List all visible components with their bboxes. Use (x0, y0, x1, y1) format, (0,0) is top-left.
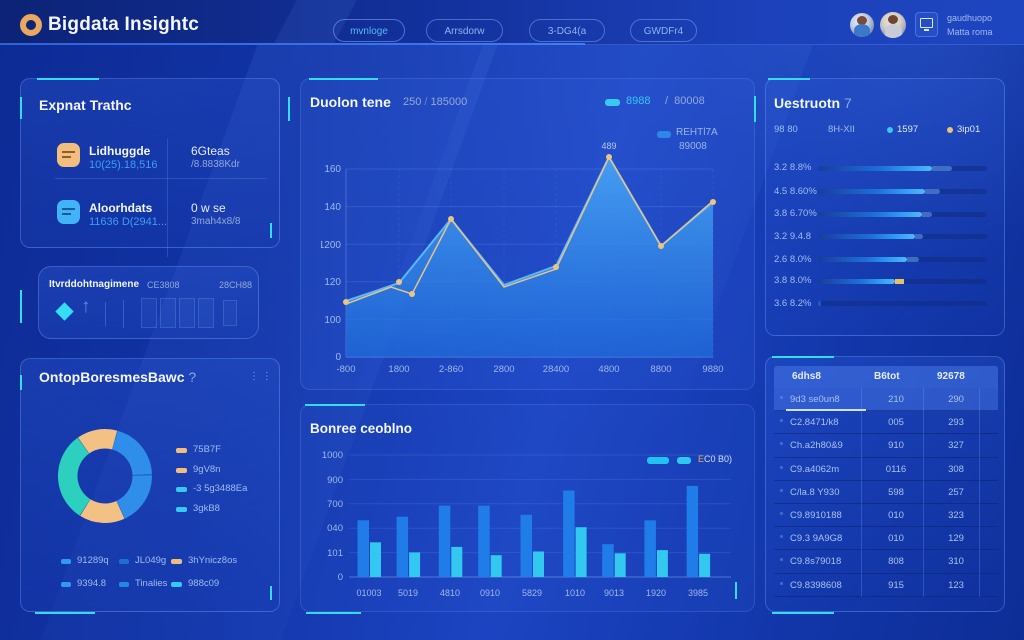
svg-text:160: 160 (324, 164, 341, 175)
svg-text:1000: 1000 (322, 450, 343, 461)
svg-text:1010: 1010 (565, 588, 585, 598)
svg-text:1800: 1800 (388, 364, 409, 375)
svg-text:9013: 9013 (604, 588, 624, 598)
svg-text:900: 900 (327, 475, 343, 486)
svg-text:4800: 4800 (598, 364, 619, 375)
svg-text:5019: 5019 (398, 588, 418, 598)
svg-text:100: 100 (324, 315, 341, 326)
svg-text:4810: 4810 (440, 588, 460, 598)
svg-text:700: 700 (327, 499, 343, 510)
svg-text:040: 040 (327, 523, 343, 534)
svg-text:489: 489 (601, 141, 616, 151)
svg-text:0: 0 (338, 572, 343, 583)
svg-text:101: 101 (327, 548, 343, 559)
svg-text:5829: 5829 (522, 588, 542, 598)
svg-text:3985: 3985 (688, 588, 708, 598)
svg-text:28400: 28400 (543, 364, 569, 375)
svg-text:2-860: 2-860 (439, 364, 463, 375)
svg-text:0: 0 (335, 352, 341, 363)
svg-text:9880: 9880 (702, 364, 723, 375)
svg-text:2800: 2800 (493, 364, 514, 375)
svg-text:-800: -800 (336, 364, 355, 375)
svg-text:140: 140 (324, 202, 341, 213)
svg-text:1200: 1200 (321, 240, 341, 251)
svg-text:0910: 0910 (480, 588, 500, 598)
svg-text:120: 120 (324, 277, 341, 288)
svg-text:01003: 01003 (356, 588, 381, 598)
svg-text:8800: 8800 (650, 364, 671, 375)
svg-text:1920: 1920 (646, 588, 666, 598)
